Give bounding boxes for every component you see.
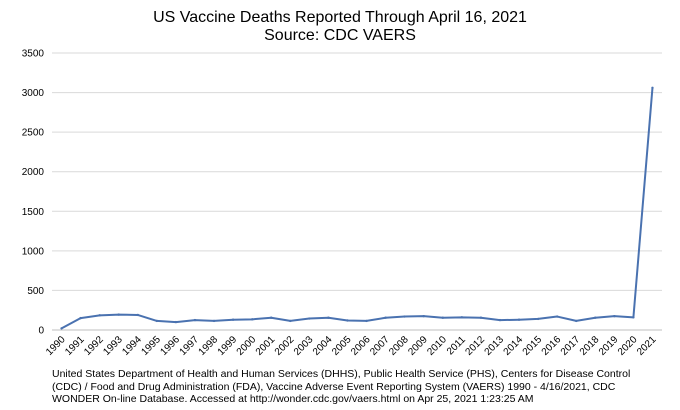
x-tick-label: 2014 — [502, 334, 526, 358]
y-tick-label: 3000 — [22, 88, 45, 99]
x-tick-label: 2013 — [483, 334, 507, 358]
x-tick-label: 1993 — [101, 334, 125, 358]
data-point-1997 — [193, 318, 197, 322]
x-tick-label: 1992 — [82, 334, 106, 358]
data-point-1995 — [155, 319, 159, 323]
x-tick-label: 2003 — [292, 334, 316, 358]
data-point-2017 — [575, 319, 578, 323]
gridlines — [52, 52, 662, 331]
data-point-2004 — [327, 316, 330, 319]
data-point-2005 — [346, 319, 349, 322]
x-tick-label: 2016 — [540, 334, 564, 358]
x-tick-label: 2001 — [254, 334, 278, 358]
y-tick-label: 1500 — [22, 207, 45, 218]
x-axis-ticks: 1990199119921993199419951996199719981999… — [44, 334, 659, 358]
y-axis-ticks: 0 500 1000 1500 2000 2500 3000 3500 — [22, 49, 45, 337]
data-point-2014 — [517, 318, 521, 321]
x-tick-label: 2006 — [349, 334, 373, 358]
data-point-1996 — [174, 320, 178, 324]
x-tick-label: 2004 — [311, 334, 335, 358]
data-point-1998 — [212, 319, 216, 323]
x-tick-label: 2011 — [445, 334, 468, 357]
x-tick-label: 2002 — [273, 334, 297, 358]
data-point-2006 — [365, 319, 368, 323]
data-point-2021 — [651, 86, 654, 90]
data-point-2003 — [308, 317, 311, 320]
data-point-1993 — [117, 313, 120, 316]
data-point-2000 — [250, 318, 254, 321]
series-line — [61, 87, 654, 330]
source-footnote: United States Department of Health and H… — [52, 368, 631, 405]
x-tick-label: 2005 — [330, 334, 354, 358]
x-tick-label: 2020 — [616, 334, 640, 358]
data-points — [60, 86, 654, 330]
x-tick-label: 2017 — [559, 334, 583, 358]
data-point-1994 — [136, 313, 139, 317]
data-point-2002 — [289, 319, 292, 323]
y-tick-label: 2500 — [22, 128, 45, 139]
x-tick-label: 1998 — [197, 334, 221, 358]
data-point-2019 — [613, 314, 616, 318]
x-tick-label: 2019 — [597, 334, 621, 358]
data-point-2016 — [555, 315, 559, 318]
x-tick-label: 1994 — [120, 334, 144, 358]
data-point-2007 — [384, 316, 387, 319]
x-tick-label: 2007 — [368, 334, 392, 358]
data-point-2010 — [441, 316, 444, 319]
data-point-1991 — [79, 316, 82, 320]
data-point-2011 — [460, 316, 464, 319]
data-point-2012 — [479, 316, 483, 319]
data-point-1992 — [98, 314, 101, 317]
x-tick-label: 1991 — [63, 334, 87, 358]
x-tick-label: 1996 — [159, 334, 183, 358]
y-tick-label: 1000 — [22, 246, 45, 257]
data-point-1999 — [231, 318, 235, 321]
x-tick-label: 2018 — [578, 334, 602, 358]
x-tick-label: 2008 — [387, 334, 411, 358]
data-point-2009 — [422, 314, 425, 318]
data-point-2001 — [270, 316, 273, 319]
x-tick-label: 1999 — [216, 334, 240, 358]
x-tick-label: 2021 — [635, 334, 659, 358]
y-tick-label: 2000 — [22, 167, 45, 178]
y-tick-label: 3500 — [22, 49, 45, 60]
data-point-2015 — [536, 317, 540, 321]
x-tick-label: 1995 — [139, 334, 163, 358]
x-tick-label: 2010 — [425, 334, 449, 358]
data-point-1990 — [60, 327, 63, 330]
x-tick-label: 2012 — [464, 334, 488, 358]
y-tick-label: 500 — [27, 286, 44, 297]
x-tick-label: 2000 — [235, 334, 259, 358]
chart-title: US Vaccine Deaths Reported Through April… — [153, 9, 527, 26]
data-point-2018 — [594, 316, 597, 319]
x-tick-label: 2015 — [521, 334, 545, 358]
x-tick-label: 1990 — [44, 334, 68, 358]
x-tick-label: 1997 — [178, 334, 202, 358]
x-tick-label: 2009 — [406, 334, 430, 358]
chart-subtitle: Source: CDC VAERS — [264, 27, 416, 44]
data-point-2008 — [403, 315, 406, 318]
data-point-2013 — [498, 318, 502, 322]
data-point-2020 — [632, 316, 635, 319]
y-tick-label: 0 — [38, 326, 44, 337]
